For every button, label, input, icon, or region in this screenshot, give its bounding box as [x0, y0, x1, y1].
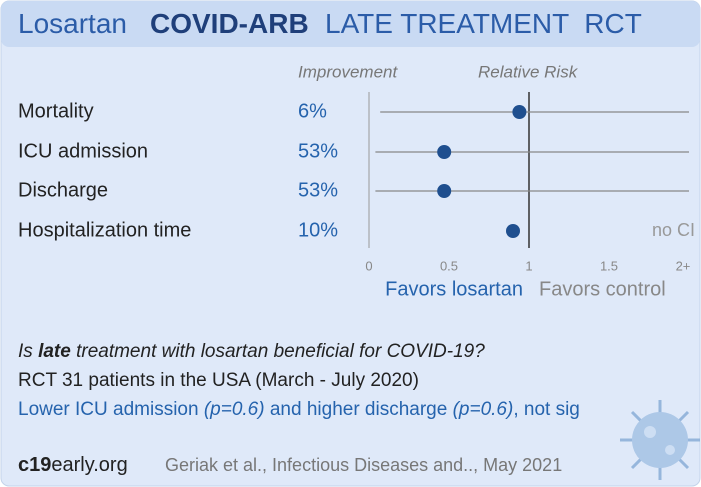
title: Losartan COVID-ARB LATE TREATMENT RCT: [0, 8, 665, 39]
point-estimate: [437, 145, 451, 159]
favors-label: Favors control: [539, 278, 666, 300]
summary-part: Lower ICU admission: [18, 399, 204, 420]
citation: Geriak et al., Infectious Diseases and..…: [165, 455, 562, 475]
summary-part: (p=0.6): [453, 399, 514, 420]
brand: c19early.org: [18, 454, 128, 476]
x-tick-label: 0.5: [440, 258, 458, 273]
brand-rest: early.org: [51, 454, 127, 476]
point-estimate: [512, 105, 526, 119]
column-header: Improvement: [298, 62, 398, 81]
title-rest: LATE TREATMENT RCT: [325, 8, 642, 39]
point-estimate: [437, 184, 451, 198]
brand-bold: c19: [18, 454, 51, 476]
annotation: no CI: [652, 220, 695, 240]
improvement: 10%: [298, 219, 338, 241]
summary-part: (p=0.6): [204, 399, 265, 420]
row-label: ICU admission: [18, 140, 148, 162]
summary-part: and higher discharge: [265, 399, 453, 420]
question: Is late treatment with losartan benefici…: [18, 341, 485, 362]
improvement: 53%: [298, 179, 338, 201]
x-tick-label: 2+: [676, 258, 691, 273]
virus-icon: [620, 400, 700, 480]
summary: Lower ICU admission (p=0.6) and higher d…: [18, 399, 580, 420]
summary-part: , not sig: [513, 399, 580, 420]
favors-label: Favors losartan: [385, 278, 523, 300]
row-label: Discharge: [18, 179, 108, 201]
x-tick-label: 0: [365, 258, 372, 273]
question-part: treatment with losartan beneficial for C…: [71, 341, 485, 362]
point-estimate: [506, 224, 520, 238]
row-label: Mortality: [18, 100, 94, 122]
column-header: Relative Risk: [478, 62, 579, 81]
x-tick-label: 1: [525, 258, 532, 273]
design: RCT 31 patients in the USA (March - July…: [18, 370, 419, 391]
question-part: Is: [18, 341, 38, 362]
title-trial: COVID-ARB: [150, 8, 309, 39]
x-tick-label: 1.5: [600, 258, 618, 273]
improvement: 53%: [298, 140, 338, 162]
title-drug: Losartan: [18, 8, 127, 39]
infographic: Losartan COVID-ARB LATE TREATMENT RCT Im…: [0, 0, 701, 487]
question-part: late: [38, 341, 71, 362]
improvement: 6%: [298, 100, 327, 122]
row-label: Hospitalization time: [18, 219, 191, 241]
